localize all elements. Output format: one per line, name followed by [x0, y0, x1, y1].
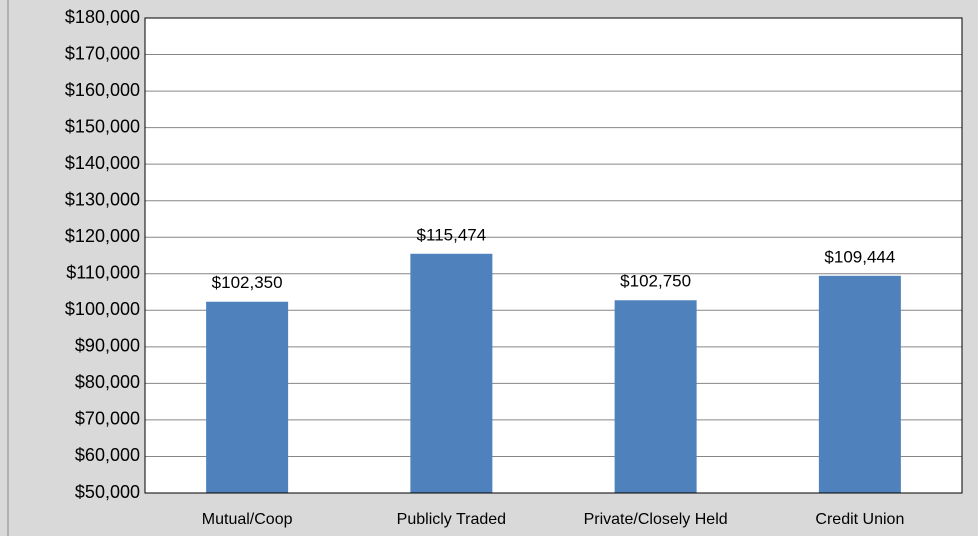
y-tick-label: $90,000 — [75, 336, 140, 356]
y-tick-label: $180,000 — [65, 7, 140, 27]
y-tick-label: $120,000 — [65, 226, 140, 246]
value-label: $102,750 — [620, 272, 691, 291]
y-tick-label: $60,000 — [75, 445, 140, 465]
y-tick-label: $70,000 — [75, 409, 140, 429]
x-tick-label: Credit Union — [815, 511, 904, 528]
bar — [614, 300, 697, 493]
y-tick-label: $170,000 — [65, 43, 140, 63]
y-tick-label: $110,000 — [66, 263, 140, 283]
y-tick-label: $130,000 — [65, 189, 140, 209]
y-tick-label: $150,000 — [65, 116, 140, 136]
x-tick-label: Private/Closely Held — [584, 511, 728, 528]
value-label: $102,350 — [212, 273, 283, 292]
plot-border — [144, 17, 963, 494]
y-tick-label: $50,000 — [75, 482, 140, 502]
value-label: $115,474 — [417, 225, 487, 244]
bar — [818, 275, 901, 493]
y-tick-label: $140,000 — [65, 153, 140, 173]
bar — [410, 253, 493, 493]
bar — [206, 301, 289, 493]
value-label: $109,444 — [824, 247, 895, 266]
y-tick-label: $80,000 — [75, 372, 140, 392]
x-tick-label: Publicly Traded — [397, 511, 506, 528]
y-tick-label: $160,000 — [65, 80, 140, 100]
x-tick-label: Mutual/Coop — [202, 511, 293, 528]
y-tick-label: $100,000 — [65, 299, 140, 319]
